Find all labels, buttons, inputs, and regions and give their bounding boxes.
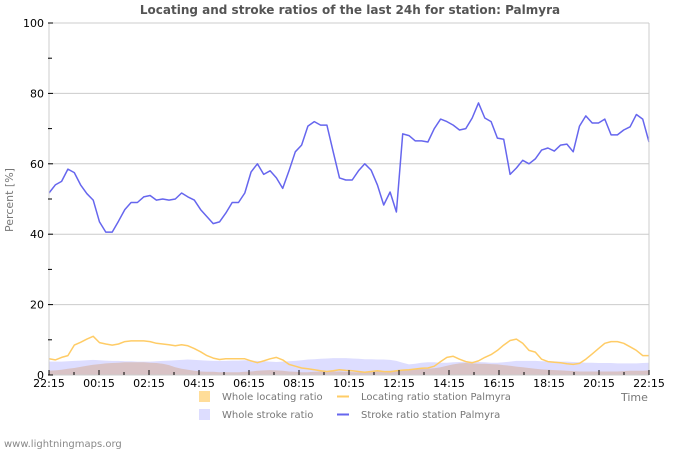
x-tick-label: 16:15 — [483, 377, 515, 390]
legend-label: Whole locating ratio — [222, 392, 323, 403]
y-axis-label: Percent [%] — [3, 168, 16, 232]
x-tick-label: 12:15 — [383, 377, 415, 390]
legend-label: Stroke ratio station Palmyra — [361, 410, 500, 421]
y-tick-label: 40 — [30, 228, 44, 241]
legend-swatch-box — [199, 391, 210, 402]
footer-credit: www.lightningmaps.org — [4, 439, 122, 450]
x-tick-label: 04:15 — [183, 377, 215, 390]
legend-label: Locating ratio station Palmyra — [361, 392, 511, 403]
y-tick-label: 60 — [30, 158, 44, 171]
x-tick-label: 20:15 — [583, 377, 615, 390]
y-tick-label: 80 — [30, 87, 44, 100]
x-tick-label: 02:15 — [133, 377, 165, 390]
gridlines — [49, 22, 649, 306]
x-axis-ticks: 22:15 00:15 02:15 04:15 06:15 08:15 10:15 12:15… — [33, 370, 665, 390]
x-axis-label: Time — [620, 391, 648, 404]
legend-item: Whole locating ratio — [199, 391, 323, 403]
x-tick-label: 00:15 — [83, 377, 115, 390]
x-tick-label: 22:15 — [633, 377, 665, 390]
y-axis-ticks: 0 20 40 60 80 100 — [23, 17, 53, 382]
legend-item: Locating ratio station Palmyra — [337, 392, 511, 403]
y-tick-label: 0 — [37, 369, 44, 382]
x-tick-label: 10:15 — [333, 377, 365, 390]
legend-item: Whole stroke ratio — [199, 409, 313, 421]
y-tick-label: 20 — [30, 299, 44, 312]
x-tick-label: 22:15 — [33, 377, 65, 390]
line-series — [48, 102, 650, 373]
chart-title: Locating and stroke ratios of the last 2… — [139, 3, 561, 17]
x-tick-label: 14:15 — [433, 377, 465, 390]
axes — [48, 22, 650, 376]
legend-item: Stroke ratio station Palmyra — [337, 410, 500, 421]
legend: Whole locating ratio Locating ratio stati… — [199, 391, 511, 421]
legend-label: Whole stroke ratio — [222, 410, 313, 421]
x-tick-label: 18:15 — [533, 377, 565, 390]
x-tick-label: 08:15 — [283, 377, 315, 390]
legend-swatch-box — [199, 409, 210, 420]
line-stroke-ratio-station-palmyra — [48, 102, 650, 233]
y-tick-label: 100 — [23, 17, 44, 30]
x-tick-label: 06:15 — [233, 377, 265, 390]
